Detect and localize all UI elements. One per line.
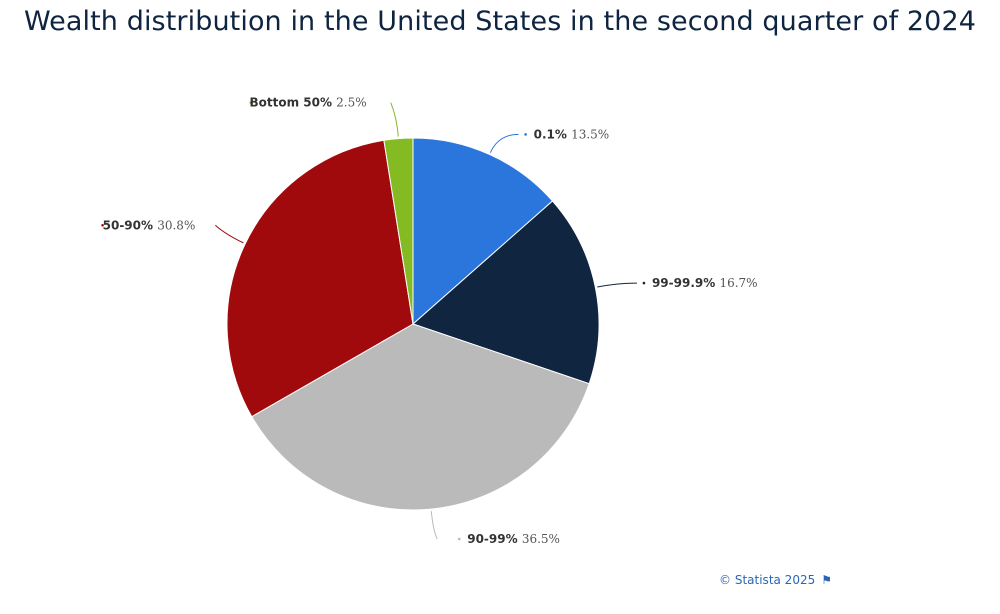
pie-slice-99-99-9pct[interactable] (412, 200, 600, 385)
data-label-50-90pct: 50-90% 30.8% (103, 218, 196, 232)
data-label-value: 36.5% (522, 532, 560, 546)
connector-0-1pct (489, 133, 519, 153)
label-marker-99-99-9pct (642, 281, 646, 285)
connector-bottom-50pct (390, 102, 399, 137)
pie-slice-50-90pct[interactable] (226, 139, 414, 418)
data-label-bottom-50pct: Bottom 50% 2.5% (249, 96, 366, 110)
pie-slice-0-1pct[interactable] (412, 137, 554, 326)
data-label-name: Bottom 50% (249, 96, 336, 110)
data-label-name: 0.1% (534, 127, 571, 141)
copyright-text: © Statista 2025 (719, 573, 816, 587)
copyright-notice[interactable]: © Statista 2025 ⚑ (719, 573, 832, 587)
data-label-name: 50-90% (103, 218, 158, 232)
data-label-value: 2.5% (336, 96, 367, 110)
pie-slice-90-99pct[interactable] (251, 323, 590, 511)
connector-50-90pct (215, 224, 244, 244)
connector-99-99-9pct (597, 282, 637, 288)
pie-labels: 0.1% 13.5% 99-99.9% 16.7% 90-99% 36.5% 50-9… (101, 96, 758, 546)
data-label-90-99pct: 90-99% 36.5% (467, 532, 560, 546)
data-label-value: 30.8% (157, 218, 195, 232)
data-label-value: 13.5% (571, 127, 609, 141)
connector-90-99pct (430, 511, 438, 540)
pie-slice-bottom-50pct[interactable] (383, 137, 414, 325)
label-marker-50-90pct (101, 223, 104, 227)
label-marker-0-1pct (524, 133, 527, 136)
data-label-name: 90-99% (467, 532, 522, 546)
chart-title: Wealth distribution in the United States… (23, 6, 977, 37)
data-label-value: 16.7% (719, 276, 757, 290)
flag-icon: ⚑ (821, 573, 832, 587)
data-label-name: 99-99.9% (652, 276, 720, 290)
label-marker-90-99pct (457, 537, 461, 541)
data-label-99-99-9pct: 99-99.9% 16.7% (652, 276, 758, 290)
pie-slices (226, 137, 600, 511)
data-label-0-1pct: 0.1% 13.5% (534, 127, 610, 141)
label-marker-bottom-50pct (249, 101, 253, 104)
